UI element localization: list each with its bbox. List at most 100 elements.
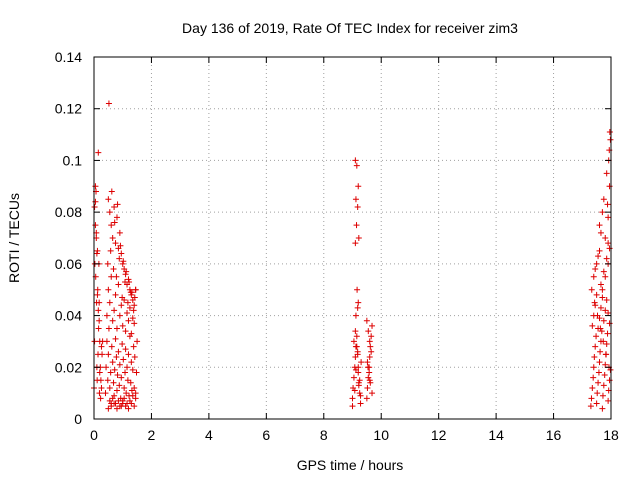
y-tick-label: 0.06	[55, 256, 82, 272]
data-point	[603, 351, 610, 358]
data-point	[607, 366, 614, 373]
data-point	[108, 222, 115, 229]
data-point	[592, 302, 599, 309]
data-point	[353, 222, 360, 229]
data-point	[591, 353, 598, 360]
data-point	[602, 273, 609, 280]
data-point	[354, 304, 361, 311]
data-point	[114, 201, 121, 208]
data-point	[606, 377, 613, 384]
x-tick-labels: 0 2 4 6 8 10 12 14 16 18	[90, 427, 619, 443]
data-point	[598, 328, 605, 335]
data-point	[605, 309, 612, 316]
data-point	[113, 387, 120, 394]
data-point	[589, 384, 596, 391]
data-point	[350, 338, 357, 345]
x-tick-label: 12	[431, 427, 447, 443]
data-point	[124, 299, 131, 306]
data-point	[603, 170, 610, 177]
data-point	[369, 322, 376, 329]
data-point	[122, 346, 129, 353]
data-point	[107, 247, 114, 254]
data-point	[606, 245, 613, 252]
data-point	[108, 343, 115, 350]
data-point	[132, 390, 139, 397]
data-point	[112, 335, 119, 342]
data-point	[593, 260, 600, 267]
data-point	[128, 289, 135, 296]
data-point	[116, 361, 123, 368]
data-point	[355, 382, 362, 389]
data-point	[105, 196, 112, 203]
data-point	[604, 330, 611, 337]
data-point	[595, 379, 602, 386]
data-point	[605, 397, 612, 404]
data-point	[354, 351, 361, 358]
data-point	[108, 403, 115, 410]
data-point	[365, 328, 372, 335]
data-point	[99, 351, 106, 358]
data-point	[590, 364, 597, 371]
data-point	[122, 271, 129, 278]
x-tick-label: 10	[373, 427, 389, 443]
data-point	[118, 302, 125, 309]
data-point	[599, 405, 606, 412]
x-tick-label: 16	[546, 427, 562, 443]
data-point	[357, 392, 364, 399]
data-point	[597, 325, 604, 332]
data-points	[91, 100, 614, 412]
data-point	[600, 268, 607, 275]
x-tick-label: 6	[262, 427, 270, 443]
data-point	[604, 201, 611, 208]
data-point	[353, 162, 360, 169]
data-point	[130, 307, 137, 314]
data-point	[352, 157, 359, 164]
data-point	[355, 183, 362, 190]
data-point	[94, 247, 101, 254]
x-axis-label: GPS time / hours	[297, 457, 404, 473]
data-point	[120, 258, 127, 265]
data-point	[128, 359, 135, 366]
data-point	[603, 255, 610, 262]
data-point	[116, 229, 123, 236]
data-point	[600, 196, 607, 203]
data-point	[110, 379, 117, 386]
data-point	[365, 374, 372, 381]
data-point	[603, 297, 610, 304]
data-point	[126, 333, 133, 340]
y-tick-label: 0	[74, 411, 82, 427]
data-point	[602, 307, 609, 314]
grid-lines	[94, 57, 611, 419]
data-point	[363, 395, 370, 402]
data-point	[124, 377, 131, 384]
data-point	[103, 338, 110, 345]
data-point	[129, 366, 136, 373]
data-point	[349, 395, 356, 402]
data-point	[588, 395, 595, 402]
data-point	[596, 247, 603, 254]
data-point	[125, 276, 132, 283]
data-point	[118, 250, 125, 257]
data-point	[113, 273, 120, 280]
data-point	[590, 374, 597, 381]
data-point	[96, 299, 103, 306]
data-point	[106, 209, 113, 216]
data-point	[113, 405, 120, 412]
data-point	[91, 338, 98, 345]
data-point	[592, 266, 599, 273]
data-point	[602, 235, 609, 241]
data-point	[114, 372, 121, 379]
plot-frame	[93, 56, 612, 420]
data-point	[605, 214, 612, 221]
data-point	[593, 291, 600, 298]
data-point	[595, 253, 602, 260]
x-tick-label: 0	[90, 427, 98, 443]
data-point	[130, 343, 137, 350]
data-point	[111, 366, 118, 373]
data-point	[132, 395, 139, 402]
data-point	[368, 348, 375, 355]
y-tick-label: 0.12	[55, 101, 82, 117]
data-point	[113, 325, 120, 332]
data-point	[93, 250, 100, 257]
